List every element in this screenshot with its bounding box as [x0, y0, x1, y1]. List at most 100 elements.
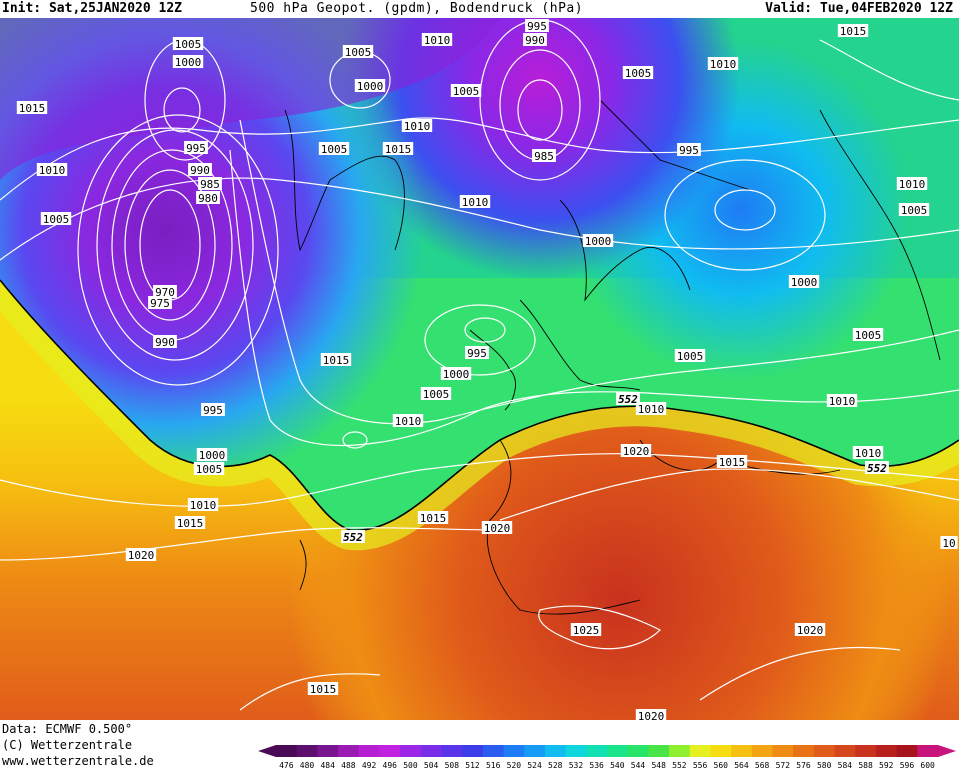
isobar-label: 1010: [404, 120, 431, 133]
colorbar-tick-label: 568: [755, 761, 770, 770]
isobar-label-bg: [354, 79, 386, 92]
colorbar-segment: [276, 745, 298, 757]
colorbar-segment: [834, 745, 856, 757]
isobar-label-bg: [620, 444, 652, 457]
isobar-label: 970: [155, 286, 175, 299]
website-label: www.wetterzentrale.de: [2, 754, 154, 768]
contour-552-line: [0, 279, 959, 531]
isobar-label-bg: [184, 141, 208, 154]
colorbar-segment: [379, 745, 401, 757]
isobar-label-bg: [196, 448, 228, 461]
isobar-label-bg: [570, 623, 602, 636]
isobar-label-bg: [40, 212, 72, 225]
isobar-label-bg: [440, 367, 472, 380]
colorbar-tick-label: 564: [734, 761, 749, 770]
isobar-label-bg: [174, 516, 206, 529]
isobar-label-bg: [401, 119, 433, 132]
colorbar-right-arrow: [938, 745, 956, 757]
isobar-label-bg: [707, 57, 739, 70]
isobar-label: 1015: [420, 512, 447, 525]
isobar-label: 10: [942, 537, 955, 550]
contour-552-label: 552: [343, 531, 363, 544]
isobar-label-bg: [674, 349, 706, 362]
isobar-label-bg: [420, 387, 452, 400]
isobar-label: 1000: [443, 368, 470, 381]
isobar-label: 1015: [323, 354, 350, 367]
isobar-label-bg: [153, 335, 177, 348]
isobar-label: 985: [200, 178, 220, 191]
contour-552-labels: 552 552 552: [341, 392, 889, 544]
colorbar-segment: [627, 745, 649, 757]
isobar-label-bg: [36, 163, 68, 176]
isobar-label: 1025: [573, 624, 600, 637]
colorbar-tick-label: 600: [920, 761, 935, 770]
contour-552-label-bg: [616, 392, 640, 405]
isobar-label-bg: [852, 446, 884, 459]
isobar-label: 980: [198, 192, 218, 205]
colorbar-tick-label: 560: [714, 761, 729, 770]
colorbar-tick-label: 500: [403, 761, 418, 770]
isobar-label-bg: [172, 55, 204, 68]
isobar-label-bg: [532, 149, 556, 162]
colorbar-tick-label: 484: [320, 761, 335, 770]
isobar-label-bg: [318, 142, 350, 155]
isobar-label: 1010: [190, 499, 217, 512]
colorbar-segment: [482, 745, 505, 757]
colorbar-tick-label: 596: [900, 761, 915, 770]
isobar-label: 1005: [453, 85, 480, 98]
colorbar-segment: [524, 745, 546, 757]
colorbar-tick-label: 492: [362, 761, 377, 770]
colorbar-tick-label: 524: [527, 761, 542, 770]
isobar-label-bg: [459, 195, 491, 208]
isobar-label: 1020: [128, 549, 155, 562]
isobar-label: 1010: [424, 34, 451, 47]
isobar-label: 990: [155, 336, 175, 349]
colorbar-tick-label: 580: [817, 761, 832, 770]
isobar-label-bg: [635, 709, 667, 720]
isobar-label-bg: [187, 498, 219, 511]
isobar-label: 1005: [345, 46, 372, 59]
colorbar-tick-label: 544: [631, 761, 646, 770]
isobar-label-bg: [193, 462, 225, 475]
colorbar-segment: [607, 745, 629, 757]
isobar-label: 1015: [385, 143, 412, 156]
isobar-label: 1005: [423, 388, 450, 401]
colorbar-tick-label: 532: [569, 761, 584, 770]
isobar-label: 990: [525, 34, 545, 47]
isobar-label: 1015: [19, 102, 46, 115]
colorbar-segment: [772, 745, 794, 757]
isobar-label-bg: [417, 511, 449, 524]
isobar-label: 1015: [177, 517, 204, 530]
isobar-labels: 1005100010151010100599599098598097097599…: [16, 19, 958, 720]
isobar-label: 1010: [855, 447, 882, 460]
init-time-label: Init: Sat,25JAN2020 12Z: [2, 1, 183, 16]
copyright-label: (C) Wetterzentrale: [2, 738, 133, 752]
colorbar-segment: [317, 745, 339, 757]
isobar-label-bg: [148, 296, 172, 309]
colorbar-tick-label: 592: [879, 761, 894, 770]
colorbar-tick-label: 552: [672, 761, 687, 770]
colorbar-segment: [813, 745, 836, 757]
isobar-label: 1010: [899, 178, 926, 191]
isobar-label: 1005: [677, 350, 704, 363]
colorbar-left-arrow: [258, 745, 276, 757]
isobar-label-bg: [635, 402, 667, 415]
isobar-label: 1020: [484, 522, 511, 535]
colorbar-tick-label: 548: [651, 761, 666, 770]
colorbar-segment: [751, 745, 773, 757]
forecast-map: 1005 1000 1015 1010 1005 995 990 985 980 970 975 99…: [0, 18, 959, 720]
colorbar-segment: [689, 745, 711, 757]
colorbar-tick-label: 536: [589, 761, 604, 770]
isobar-label-bg: [198, 177, 222, 190]
isobar-label-bg: [481, 521, 513, 534]
isobar-label-bg: [826, 394, 858, 407]
isobar-label-bg: [201, 403, 225, 416]
colorbar-tick-label: 512: [465, 761, 480, 770]
isobar-label-bg: [307, 682, 339, 695]
isobar-label: 1015: [719, 456, 746, 469]
colorbar-segment: [896, 745, 918, 757]
isobar-label-bg: [465, 346, 489, 359]
isobar-label-bg: [940, 536, 958, 549]
colorbar-tick-label: 516: [486, 761, 501, 770]
